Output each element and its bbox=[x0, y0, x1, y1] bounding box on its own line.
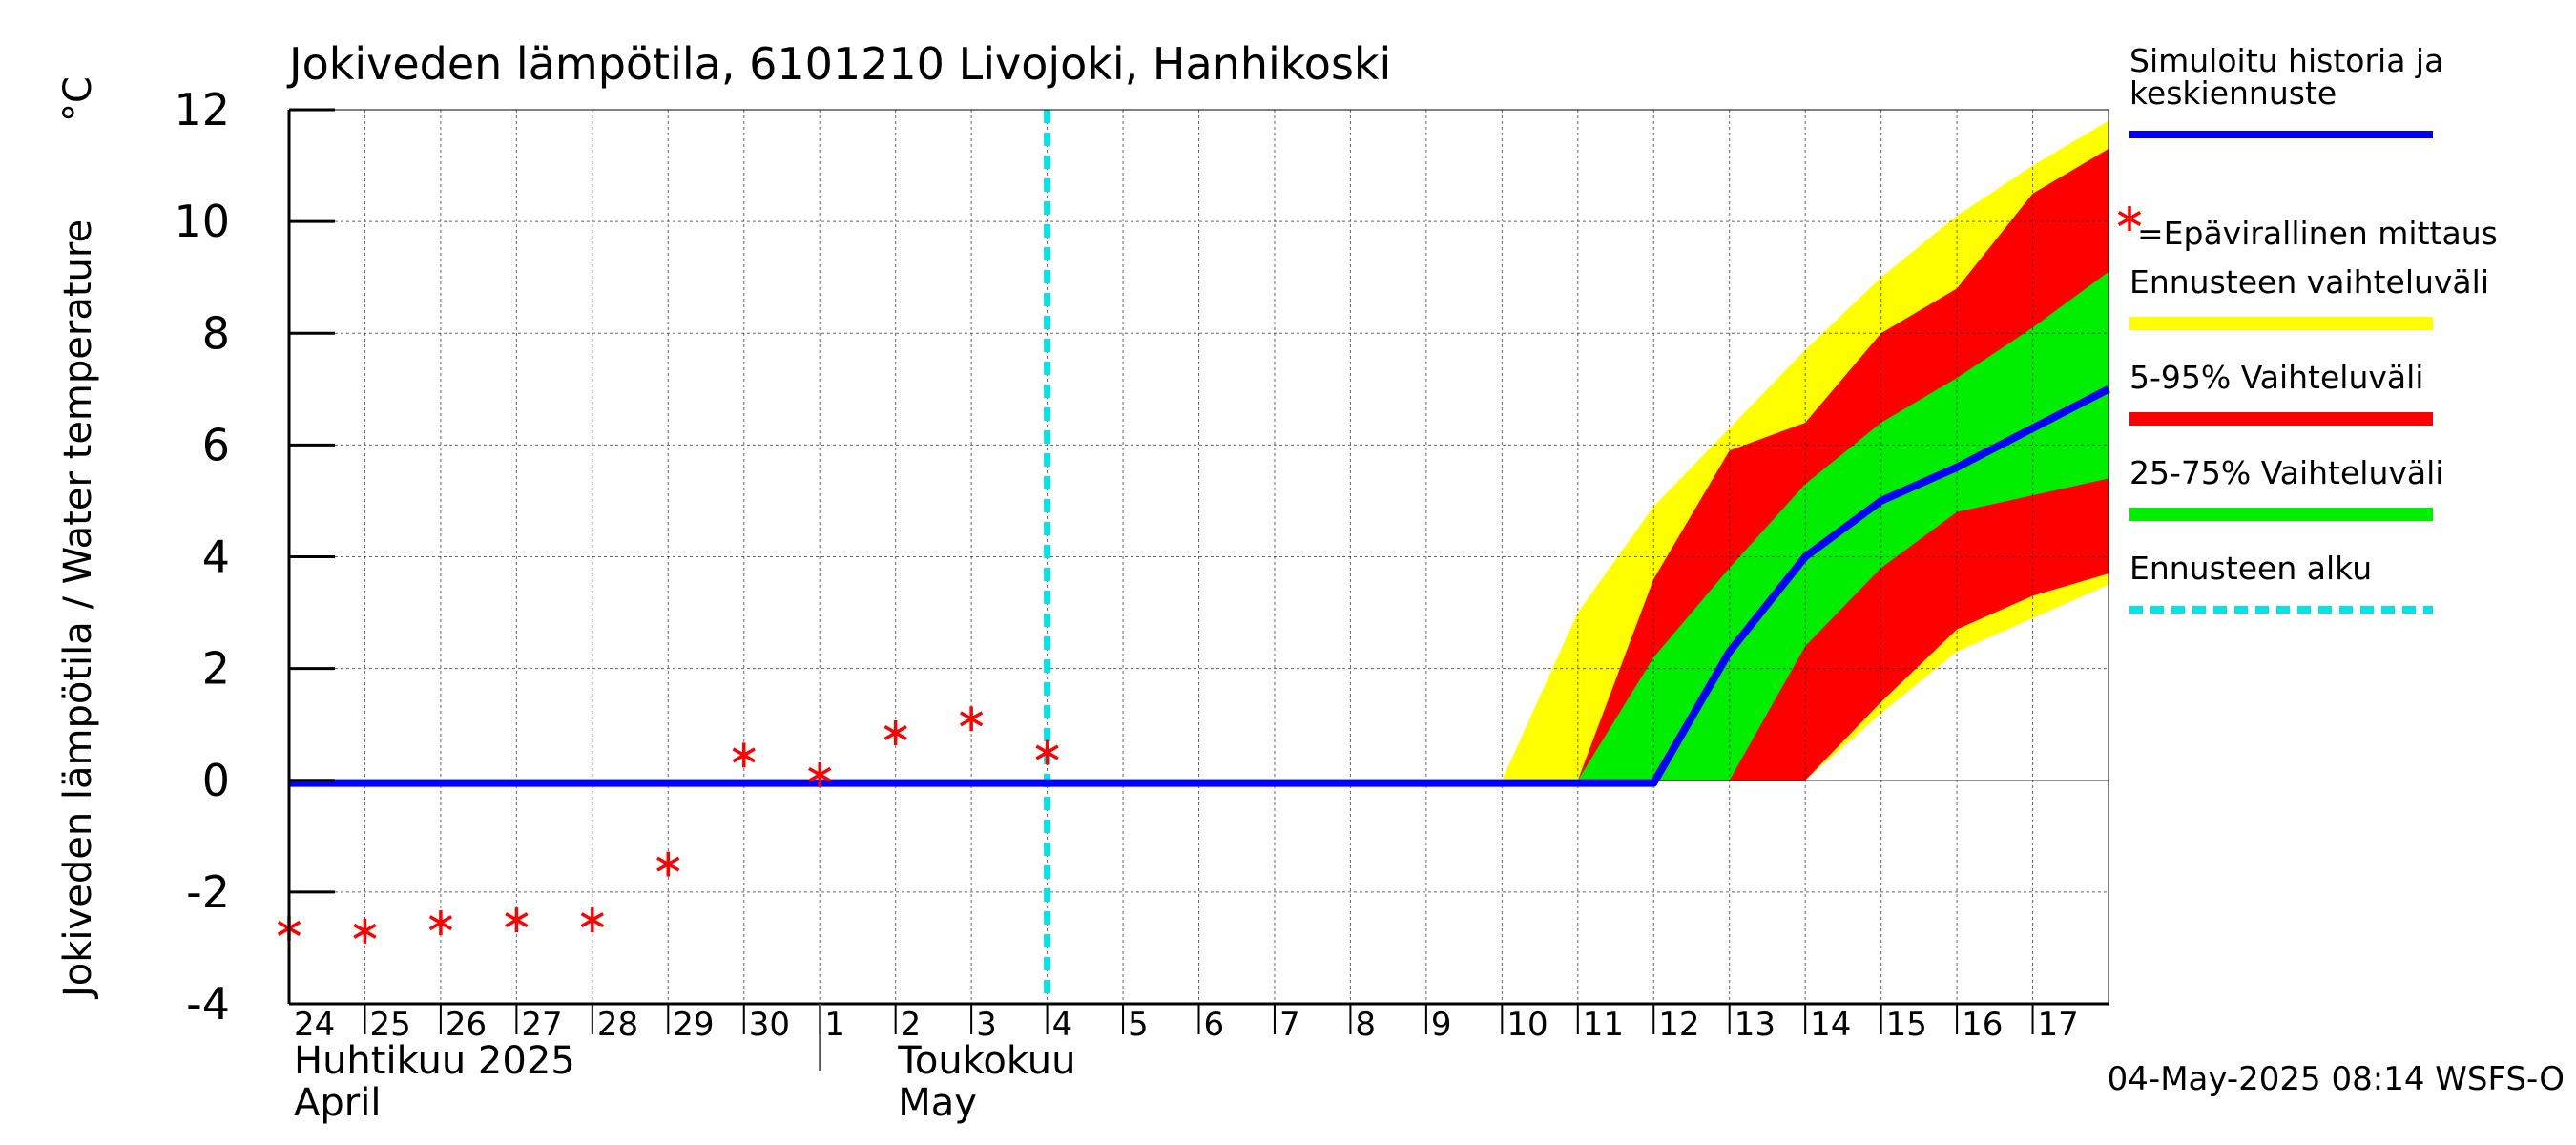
marker-stroke bbox=[428, 915, 453, 931]
y-tick-label: -2 bbox=[186, 866, 230, 918]
measurement-marker bbox=[580, 907, 604, 933]
grid bbox=[289, 110, 2109, 1004]
measurement-marker bbox=[883, 719, 907, 745]
x-tick-label: 26 bbox=[446, 1006, 487, 1044]
legend-label: keskiennuste bbox=[2129, 74, 2337, 112]
month-label-en: May bbox=[898, 1081, 977, 1125]
y-tick-label: 6 bbox=[202, 419, 230, 470]
marker-stroke bbox=[2117, 210, 2142, 227]
y-tick-label: 12 bbox=[174, 84, 230, 135]
y-tick-label: 0 bbox=[202, 755, 230, 806]
simulated-line bbox=[289, 385, 2110, 787]
y-axis-label: Jokiveden lämpötila / Water temperature bbox=[56, 219, 100, 1000]
legend-label: Simuloitu historia ja bbox=[2129, 42, 2443, 79]
x-tick-label: 4 bbox=[1052, 1006, 1073, 1044]
x-tick-label: 1 bbox=[824, 1006, 845, 1044]
x-tick-label: 7 bbox=[1279, 1006, 1300, 1044]
y-tick-label: -4 bbox=[186, 978, 230, 1030]
x-tick-label: 12 bbox=[1658, 1006, 1699, 1044]
y-tick-label: 2 bbox=[202, 643, 230, 695]
marker-stroke bbox=[732, 747, 756, 763]
x-tick-label: 2 bbox=[901, 1006, 922, 1044]
marker-stroke bbox=[580, 912, 604, 928]
marker-stroke bbox=[505, 912, 529, 928]
x-tick-label: 8 bbox=[1355, 1006, 1376, 1044]
x-tick-label: 27 bbox=[521, 1006, 562, 1044]
x-tick-label: 16 bbox=[1962, 1006, 2003, 1044]
measurement-marker bbox=[656, 851, 680, 877]
marker-stroke bbox=[656, 856, 680, 872]
legend-label: 5-95% Vaihteluväli bbox=[2129, 359, 2423, 396]
y-tick-label: 10 bbox=[174, 196, 230, 247]
x-tick-label: 24 bbox=[294, 1006, 335, 1044]
marker-stroke bbox=[959, 711, 984, 727]
measurement-marker bbox=[732, 742, 756, 768]
measurement-marker bbox=[808, 761, 832, 787]
legend-label: Ennusteen vaihteluväli bbox=[2129, 263, 2489, 301]
y-tick-label: 4 bbox=[202, 531, 230, 583]
x-tick-label: 14 bbox=[1810, 1006, 1851, 1044]
legend-label: 25-75% Vaihteluväli bbox=[2129, 454, 2443, 491]
month-label-en: April bbox=[294, 1081, 381, 1125]
x-tick-label: 25 bbox=[369, 1006, 410, 1044]
measurement-marker bbox=[1035, 739, 1059, 765]
marker-stroke bbox=[883, 724, 907, 740]
x-tick-label: 11 bbox=[1583, 1006, 1624, 1044]
legend-label: Ennusteen alku bbox=[2129, 550, 2372, 587]
x-tick-label: 6 bbox=[1204, 1006, 1225, 1044]
legend-marker bbox=[2117, 206, 2142, 231]
x-tick-label: 3 bbox=[976, 1006, 997, 1044]
measurement-marker bbox=[353, 918, 377, 944]
x-tick-label: 9 bbox=[1431, 1006, 1452, 1044]
chart-title: Jokiveden lämpötila, 6101210 Livojoki, H… bbox=[286, 38, 1391, 90]
x-tick-label: 29 bbox=[673, 1006, 714, 1044]
measurement-marker bbox=[505, 907, 529, 933]
data-series bbox=[277, 110, 2110, 1004]
x-tick-label: 28 bbox=[597, 1006, 638, 1044]
x-tick-label: 10 bbox=[1506, 1006, 1548, 1044]
x-tick-label: 15 bbox=[1886, 1006, 1927, 1044]
marker-stroke bbox=[808, 766, 832, 782]
legend-label: =Epävirallinen mittaus bbox=[2137, 215, 2498, 252]
month-label-fi: Huhtikuu 2025 bbox=[294, 1039, 575, 1083]
measurement-marker bbox=[959, 706, 984, 732]
x-tick-label: 13 bbox=[1735, 1006, 1776, 1044]
x-tick-label: 30 bbox=[749, 1006, 790, 1044]
x-tick-label: 17 bbox=[2038, 1006, 2079, 1044]
x-tick-label: 5 bbox=[1128, 1006, 1149, 1044]
month-label-fi: Toukokuu bbox=[897, 1039, 1075, 1083]
marker-stroke bbox=[1035, 744, 1059, 760]
y-axis-unit: °C bbox=[56, 76, 100, 122]
marker-stroke bbox=[353, 923, 377, 939]
footer-timestamp: 04-May-2025 08:14 WSFS-O bbox=[2108, 1060, 2565, 1098]
measurement-marker bbox=[428, 910, 453, 936]
y-tick-label: 8 bbox=[202, 307, 230, 359]
